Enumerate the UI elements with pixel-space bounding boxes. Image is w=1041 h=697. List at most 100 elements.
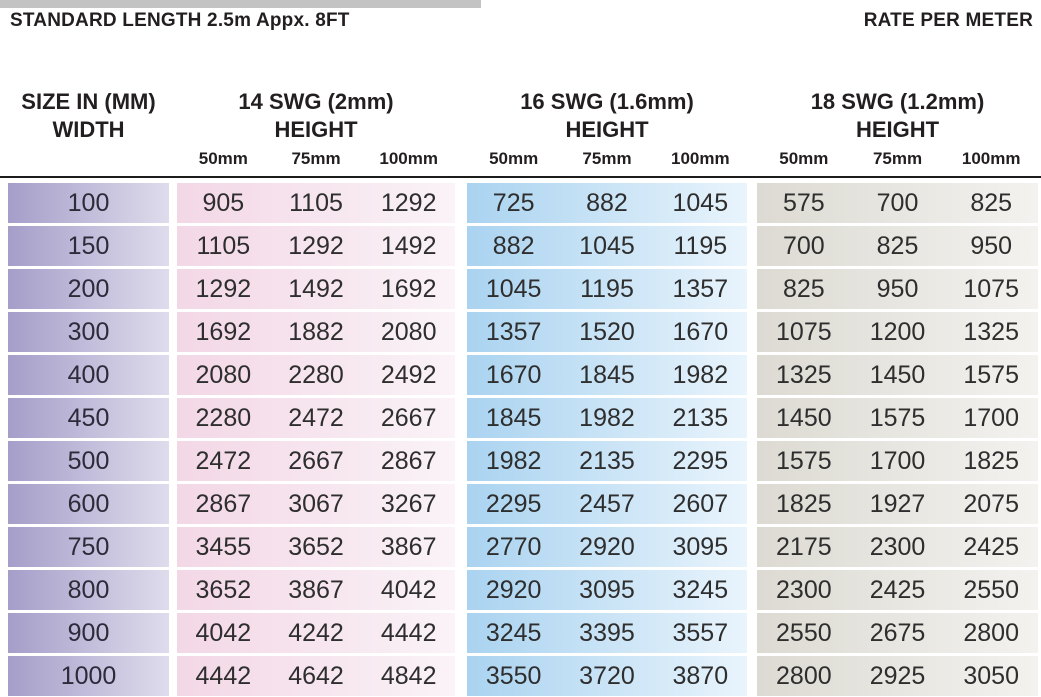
width-header-line2: WIDTH: [52, 117, 125, 142]
rate-cell: 1670: [485, 361, 542, 389]
header-divider-rule: [0, 176, 1041, 178]
rate-cell: 1825: [776, 490, 832, 518]
group-cells-16swg: 2920 3095 3245: [467, 570, 747, 610]
width-cell: 100: [8, 183, 169, 223]
rate-cell: 1882: [288, 318, 344, 346]
group-cells-18swg: 1450 1575 1700: [757, 398, 1038, 438]
rate-cell: 1692: [195, 318, 252, 346]
table-row: 450 2280 2472 2667 1845 1982 2135 1450 1575 1700: [8, 398, 1038, 438]
group-subtitle-16swg: HEIGHT: [565, 117, 649, 142]
rate-cell: 1492: [288, 275, 344, 303]
width-cell: 500: [8, 441, 169, 481]
rate-cell: 825: [970, 189, 1013, 217]
width-cell: 800: [8, 570, 169, 610]
rate-cell: 2080: [195, 361, 252, 389]
rate-cell: 1450: [869, 361, 926, 389]
group-cells-18swg: 825 950 1075: [757, 269, 1038, 309]
table-header: SIZE IN (MM) WIDTH 14 SWG (2mm) HEIGHT 5…: [8, 88, 1038, 170]
subcolumn-label: 50mm: [198, 149, 248, 168]
rate-cell: 1575: [869, 404, 926, 432]
width-column-header: SIZE IN (MM) WIDTH: [8, 88, 169, 170]
width-cell: 300: [8, 312, 169, 352]
rate-cell: 2800: [776, 662, 832, 690]
rate-cell: 1075: [776, 318, 832, 346]
rate-cell: 2550: [963, 576, 1019, 604]
rate-cell: 2920: [485, 576, 542, 604]
rate-cell: 1520: [579, 318, 635, 346]
rate-cell: 950: [970, 232, 1013, 260]
standard-length-note: STANDARD LENGTH 2.5m Appx. 8FT: [10, 10, 350, 31]
group-cells-18swg: 2800 2925 3050: [757, 656, 1038, 696]
rate-cell: 2667: [380, 404, 437, 432]
table-row: 500 2472 2667 2867 1982 2135 2295 1575 1700 1825: [8, 441, 1038, 481]
rate-cell: 2457: [579, 490, 635, 518]
table-row: 400 2080 2280 2492 1670 1845 1982 1325 1450 1575: [8, 355, 1038, 395]
rate-cell: 2280: [195, 404, 252, 432]
group-header-16swg: 16 SWG (1.6mm) HEIGHT 50mm 75mm 100mm: [467, 88, 747, 170]
rate-cell: 2675: [869, 619, 926, 647]
rate-cell: 1357: [672, 275, 729, 303]
group-cells-18swg: 2300 2425 2550: [757, 570, 1038, 610]
group-cells-16swg: 2295 2457 2607: [467, 484, 747, 524]
rate-table-body: 100 905 1105 1292 725 882 1045 575 700 825 150 1105…: [8, 183, 1038, 696]
rate-cell: 3395: [579, 619, 635, 647]
rate-cell: 4642: [288, 662, 344, 690]
rate-cell: 1492: [380, 232, 437, 260]
rate-cell: 2867: [380, 447, 437, 475]
rate-cell: 4242: [288, 619, 344, 647]
rate-cell: 2472: [288, 404, 344, 432]
table-row: 300 1692 1882 2080 1357 1520 1670 1075 1200 1325: [8, 312, 1038, 352]
group-cells-18swg: 1575 1700 1825: [757, 441, 1038, 481]
table-row: 800 3652 3867 4042 2920 3095 3245 2300 2425 2550: [8, 570, 1038, 610]
rate-cell: 4442: [380, 619, 437, 647]
rate-cell: 1045: [579, 232, 635, 260]
group-cells-14swg: 2867 3067 3267: [177, 484, 455, 524]
rate-cell: 2300: [869, 533, 926, 561]
group-cells-18swg: 700 825 950: [757, 226, 1038, 266]
group-subtitle-14swg: HEIGHT: [274, 117, 358, 142]
rate-cell: 3455: [195, 533, 252, 561]
group-cells-18swg: 1825 1927 2075: [757, 484, 1038, 524]
group-subtitle-18swg: HEIGHT: [855, 117, 940, 142]
subcolumn-label: 100mm: [379, 149, 438, 168]
rate-cell: 3652: [288, 533, 344, 561]
rate-cell: 3720: [579, 662, 635, 690]
rate-cell: 1105: [196, 232, 251, 260]
rate-cell: 3050: [963, 662, 1019, 690]
rate-cell: 4442: [195, 662, 252, 690]
group-cells-14swg: 905 1105 1292: [177, 183, 455, 223]
group-cells-14swg: 4442 4642 4842: [177, 656, 455, 696]
group-cells-14swg: 2080 2280 2492: [177, 355, 455, 395]
rate-cell: 2425: [869, 576, 926, 604]
group-cells-16swg: 1982 2135 2295: [467, 441, 747, 481]
width-cell: 900: [8, 613, 169, 653]
rate-cell: 1927: [869, 490, 926, 518]
rate-cell: 1325: [776, 361, 832, 389]
subcolumn-label: 75mm: [291, 149, 341, 168]
rate-cell: 1292: [380, 189, 437, 217]
subcolumn-label: 50mm: [779, 149, 829, 168]
rate-cell: 1700: [869, 447, 926, 475]
group-cells-18swg: 1075 1200 1325: [757, 312, 1038, 352]
rate-cell: 3245: [485, 619, 542, 647]
rate-cell: 1325: [963, 318, 1019, 346]
group-cells-16swg: 1845 1982 2135: [467, 398, 747, 438]
rate-cell: 2867: [195, 490, 252, 518]
rate-cell: 1045: [485, 275, 542, 303]
width-cell: 450: [8, 398, 169, 438]
group-cells-14swg: 1292 1492 1692: [177, 269, 455, 309]
rate-cell: 3245: [672, 576, 729, 604]
rate-cell: 2300: [776, 576, 832, 604]
rate-cell: 2135: [672, 404, 729, 432]
rate-cell: 700: [876, 189, 919, 217]
rate-cell: 1825: [963, 447, 1019, 475]
rate-cell: 3867: [380, 533, 437, 561]
rate-cell: 575: [782, 189, 825, 217]
group-header-18swg: 18 SWG (1.2mm) HEIGHT 50mm 75mm 100mm: [757, 88, 1038, 170]
group-cells-16swg: 1045 1195 1357: [467, 269, 747, 309]
rate-cell: 1292: [195, 275, 252, 303]
group-title-18swg: 18 SWG (1.2mm): [810, 89, 985, 114]
group-cells-16swg: 1357 1520 1670: [467, 312, 747, 352]
rate-cell: 2925: [869, 662, 926, 690]
rate-cell: 2425: [963, 533, 1019, 561]
